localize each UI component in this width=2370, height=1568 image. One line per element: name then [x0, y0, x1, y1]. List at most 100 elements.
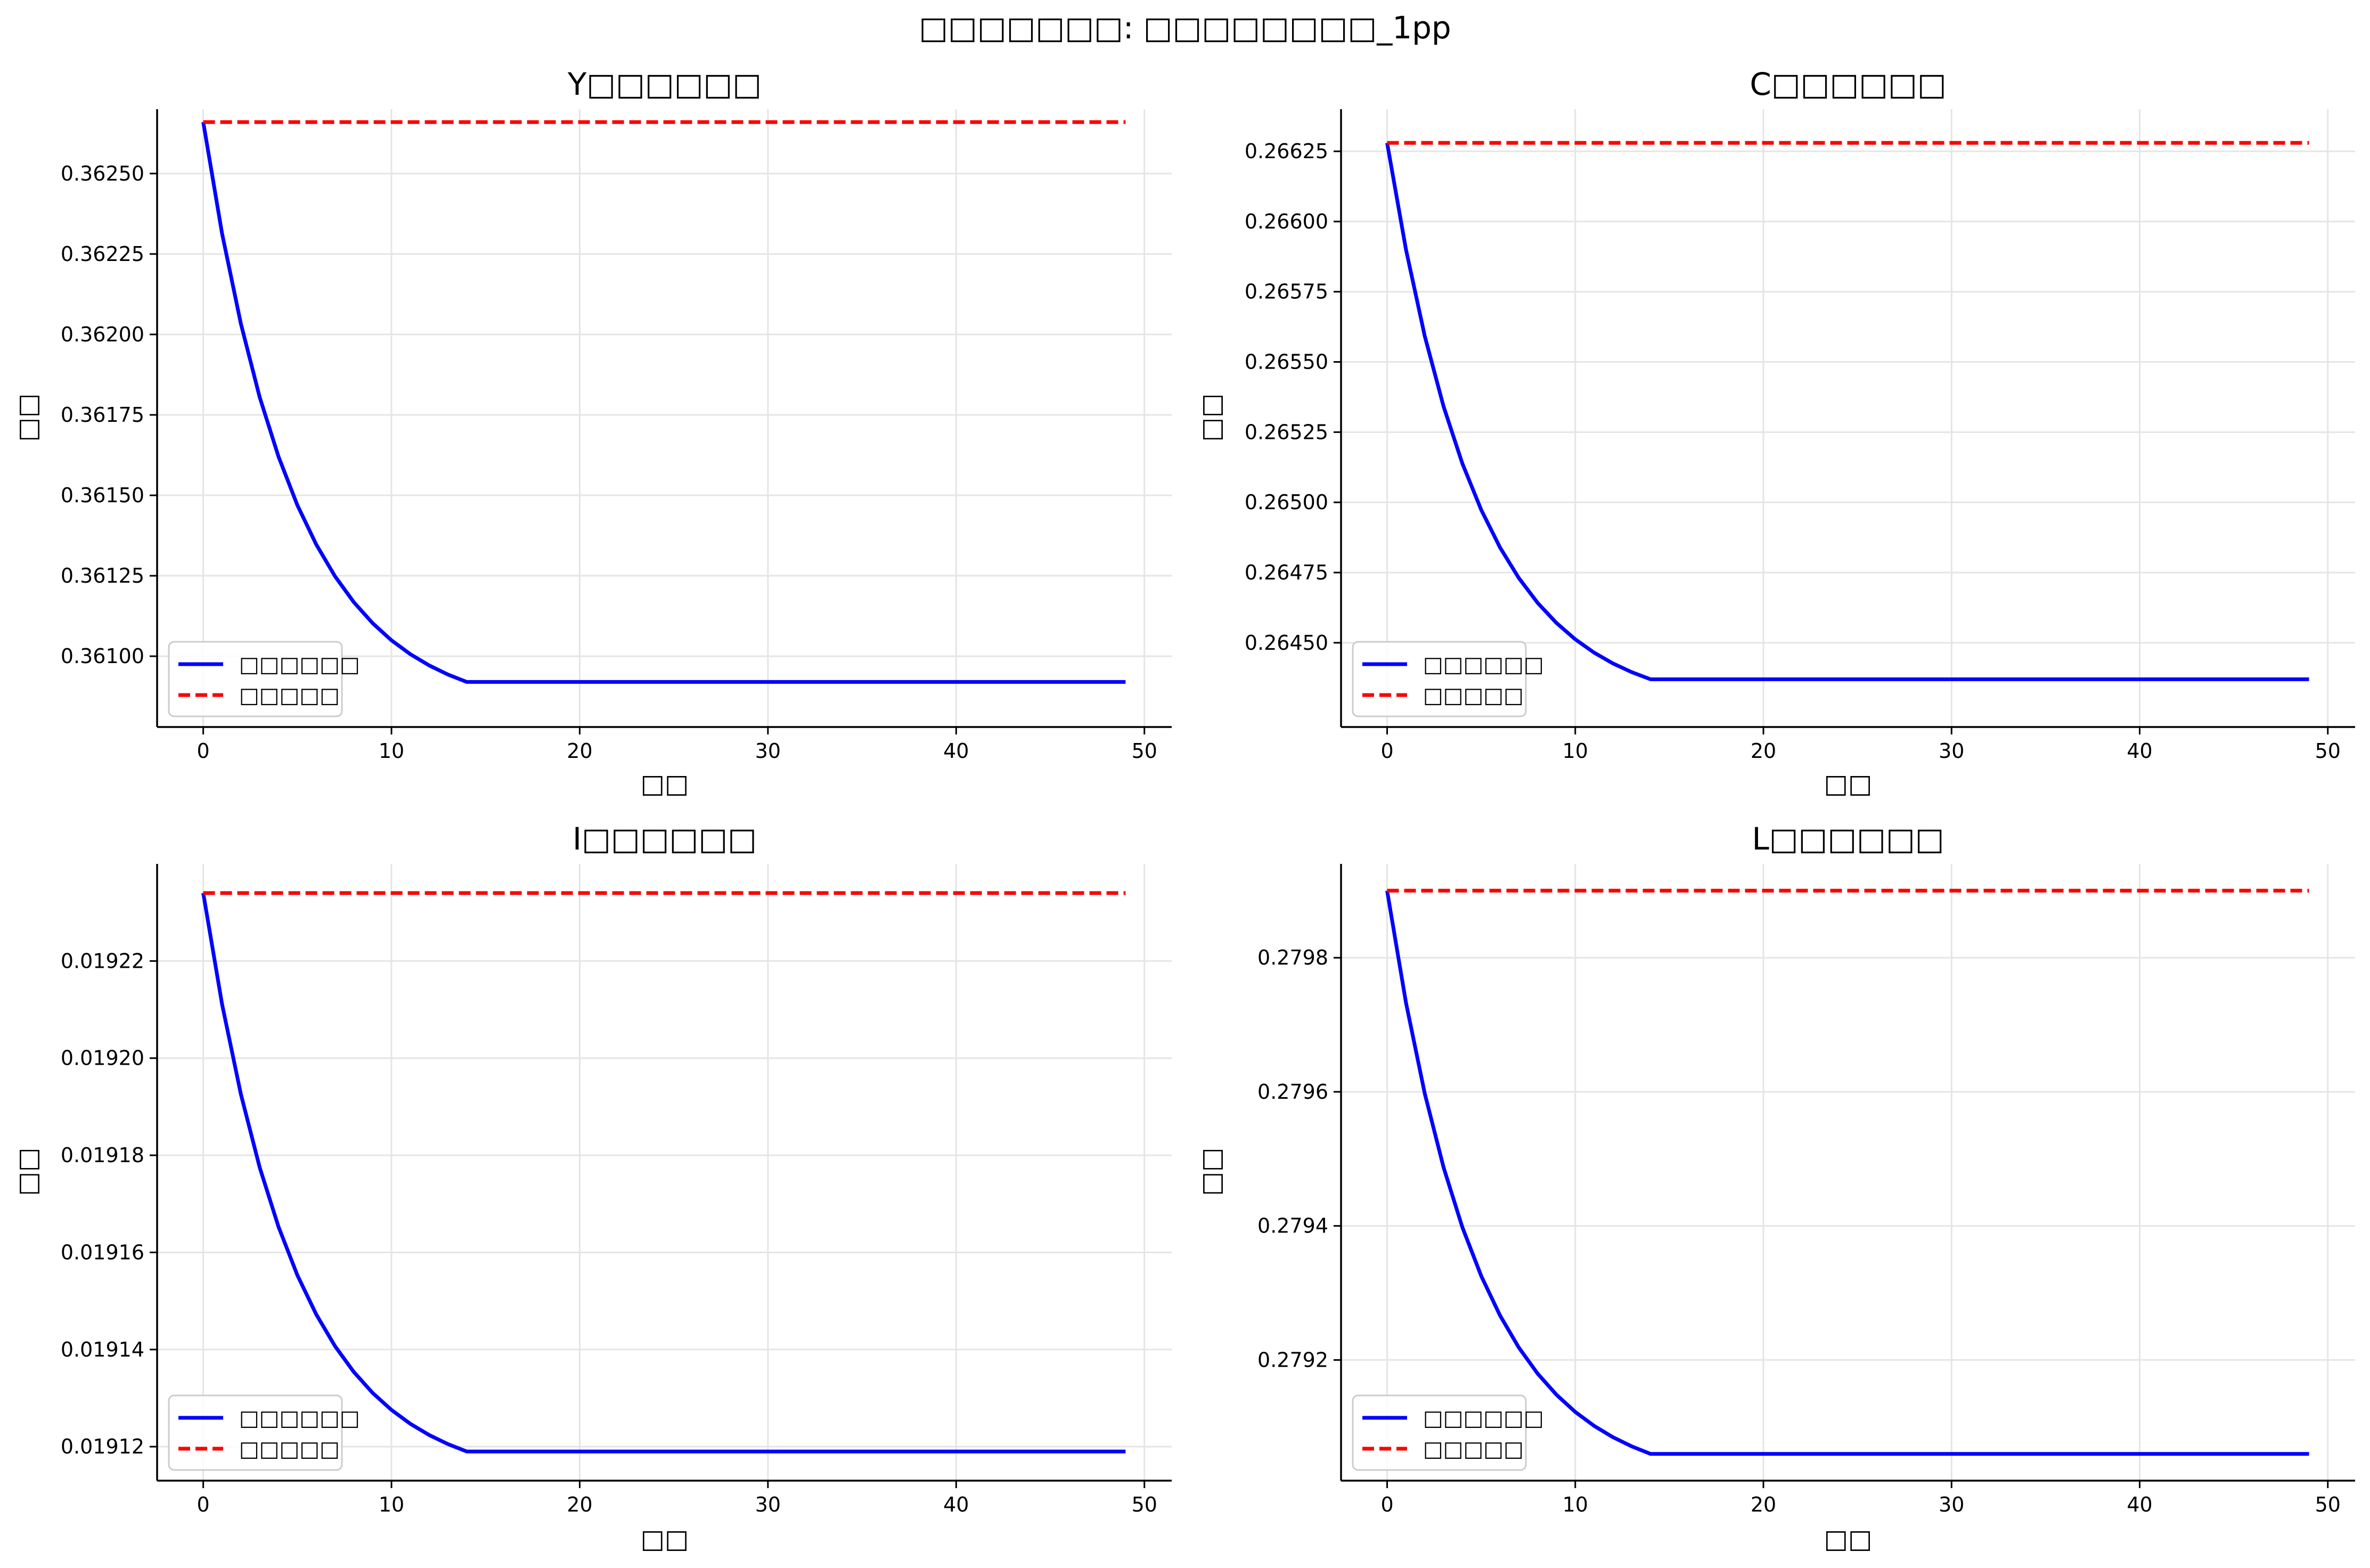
axes	[1334, 864, 2355, 1488]
grid	[157, 109, 1172, 727]
x-axis-label: □□	[1824, 769, 1873, 799]
legend-label-path: □□□□□□	[1423, 652, 1544, 677]
axes	[150, 109, 1172, 734]
grid	[1341, 864, 2355, 1481]
y-tick-label: 0.01916	[61, 1240, 144, 1264]
subplot-title: L□□□□□□	[1752, 821, 1944, 857]
tick-labels: 0 10 20 30 40 50 0.01912 0.01914 0.01916 0.01918 0…	[61, 949, 1157, 1516]
y-tick-label: 0.36125	[61, 564, 144, 587]
legend-box	[168, 641, 343, 717]
subplot-title: I□□□□□□	[573, 821, 757, 857]
y-tick-label: 0.01912	[61, 1435, 144, 1458]
x-tick-label: 20	[1751, 739, 1776, 763]
y-tick-label: 0.26600	[1245, 210, 1328, 233]
axes	[150, 864, 1172, 1488]
y-tick-label: 0.36175	[61, 403, 144, 427]
y-axis-label: □□	[13, 394, 43, 442]
y-tick-label: 0.2794	[1257, 1214, 1328, 1238]
subplot-y: Y□□□□□□ 0 10 20 30 40 50 0.36100 0.36125 0.36150…	[13, 66, 1172, 799]
series-line-transition-path	[201, 121, 1126, 684]
y-tick-label: 0.36250	[61, 162, 144, 185]
x-tick-label: 0	[197, 739, 209, 763]
series-group	[201, 120, 1126, 684]
legend-label-steady: □□□□□	[1423, 1437, 1524, 1461]
y-tick-label: 0.26500	[1245, 491, 1328, 514]
legend-label-path: □□□□□□	[239, 652, 360, 677]
x-tick-label: 40	[943, 739, 969, 763]
y-tick-label: 0.26525	[1245, 420, 1328, 444]
series-line-transition-path	[1385, 890, 2309, 1456]
grid	[1341, 109, 2355, 727]
legend-box	[168, 1394, 343, 1471]
x-axis-label: □□	[1824, 1524, 1873, 1554]
y-tick-label: 0.26575	[1245, 280, 1328, 304]
y-tick-label: 0.01918	[61, 1144, 144, 1167]
legend: □□□□□□ □□□□□	[168, 641, 360, 717]
y-tick-label: 0.01922	[61, 949, 144, 973]
y-tick-label: 0.01914	[61, 1338, 144, 1361]
x-tick-label: 20	[567, 739, 592, 763]
series-line-transition-path	[201, 893, 1126, 1453]
figure-suptitle: □□□□□□□: □□□□□□□□_1pp	[919, 10, 1451, 46]
x-tick-label: 20	[567, 1493, 592, 1516]
tick-labels: 0 10 20 30 40 50 0.2792 0.2794 0.2796 0.2798	[1257, 946, 2341, 1516]
legend-label-path: □□□□□□	[239, 1406, 360, 1431]
x-tick-label: 50	[2315, 1493, 2341, 1516]
legend-label-steady: □□□□□	[239, 1437, 340, 1461]
x-tick-label: 0	[1380, 739, 1393, 763]
y-tick-label: 0.36225	[61, 242, 144, 266]
x-tick-label: 10	[1563, 739, 1588, 763]
x-tick-label: 10	[379, 1493, 404, 1516]
subplot-i: I□□□□□□ 0 10 20 30 40 50 0.01912 0.01914 0.01916…	[13, 821, 1172, 1554]
y-tick-label: 0.2796	[1257, 1080, 1328, 1104]
legend: □□□□□□ □□□□□	[1352, 641, 1544, 717]
y-axis-label: □□	[1196, 394, 1226, 442]
subplot-l: L□□□□□□ 0 10 20 30 40 50 0.2792 0.2794 0.2796 0.2…	[1196, 821, 2355, 1554]
x-tick-label: 50	[1132, 739, 1157, 763]
y-tick-label: 0.2792	[1257, 1348, 1328, 1371]
y-tick-label: 0.01920	[61, 1047, 144, 1070]
x-tick-label: 30	[1939, 739, 1964, 763]
x-tick-label: 10	[379, 739, 404, 763]
axes	[1334, 109, 2355, 734]
y-tick-label: 0.36200	[61, 323, 144, 346]
legend-label-steady: □□□□□	[239, 683, 340, 708]
x-tick-label: 40	[2127, 739, 2152, 763]
subplot-title: Y□□□□□□	[567, 66, 762, 102]
x-tick-label: 0	[197, 1493, 209, 1516]
y-tick-label: 0.26475	[1245, 561, 1328, 584]
legend-label-path: □□□□□□	[1423, 1406, 1544, 1431]
y-tick-label: 0.36150	[61, 484, 144, 507]
y-axis-label: □□	[1196, 1148, 1226, 1196]
series-group	[1385, 141, 2309, 681]
x-tick-label: 40	[943, 1493, 969, 1516]
x-tick-label: 0	[1380, 1493, 1393, 1516]
x-axis-label: □□	[641, 1524, 689, 1554]
series-line-transition-path	[1385, 142, 2309, 681]
tick-labels: 0 10 20 30 40 50 0.26450 0.26475 0.26500 0.26525 0…	[1245, 140, 2341, 763]
x-axis-label: □□	[641, 769, 689, 799]
legend: □□□□□□ □□□□□	[168, 1394, 360, 1471]
legend-box	[1352, 641, 1527, 717]
x-tick-label: 30	[755, 739, 781, 763]
y-axis-label: □□	[13, 1148, 43, 1196]
y-tick-label: 0.26625	[1245, 140, 1328, 163]
subplot-title: C□□□□□□	[1750, 66, 1946, 102]
y-tick-label: 0.26550	[1245, 350, 1328, 374]
x-tick-label: 30	[755, 1493, 781, 1516]
legend-box	[1352, 1394, 1527, 1471]
legend-label-steady: □□□□□	[1423, 683, 1524, 708]
legend: □□□□□□ □□□□□	[1352, 1394, 1544, 1471]
x-tick-label: 40	[2127, 1493, 2152, 1516]
x-tick-label: 20	[1751, 1493, 1776, 1516]
series-group	[201, 891, 1126, 1453]
tick-labels: 0 10 20 30 40 50 0.36100 0.36125 0.36150 0.36175 0…	[61, 162, 1157, 763]
series-group	[1385, 888, 2309, 1456]
x-tick-label: 50	[1132, 1493, 1157, 1516]
x-tick-label: 10	[1563, 1493, 1588, 1516]
x-tick-label: 50	[2315, 739, 2341, 763]
grid	[157, 864, 1172, 1481]
y-tick-label: 0.36100	[61, 644, 144, 668]
x-tick-label: 30	[1939, 1493, 1964, 1516]
